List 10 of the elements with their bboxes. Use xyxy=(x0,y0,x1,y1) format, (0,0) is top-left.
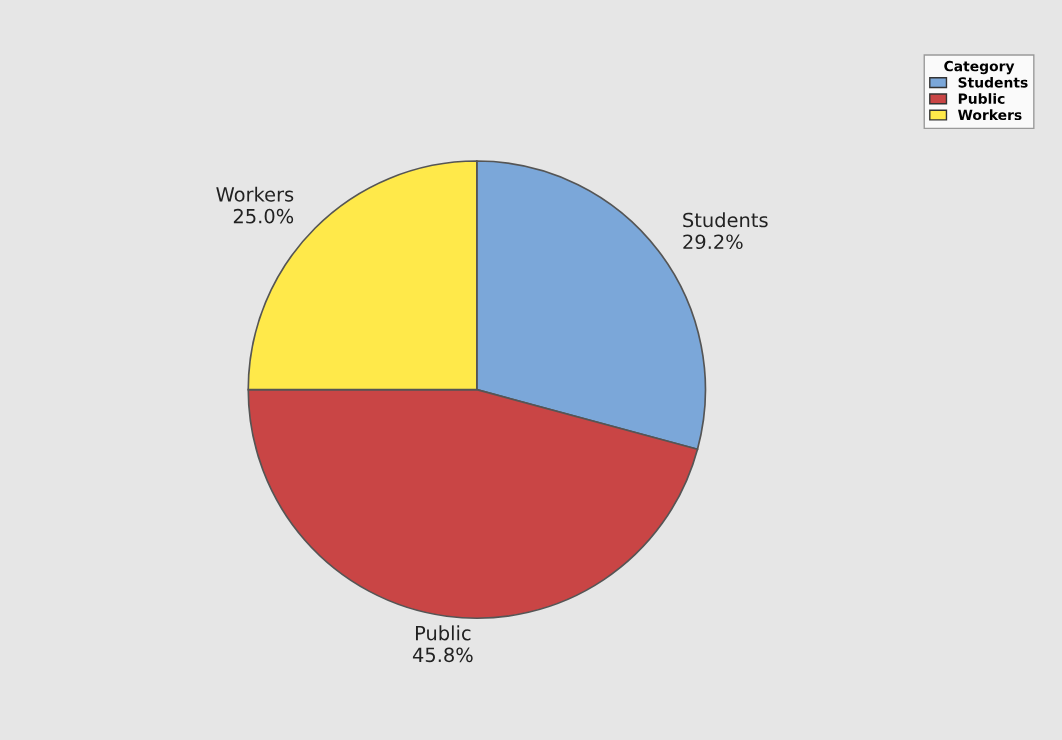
data-label: 45.8% xyxy=(412,647,473,663)
legend-label: Students xyxy=(958,76,1028,88)
data-label: 25.0% xyxy=(233,208,294,224)
slice-label: Public xyxy=(415,625,471,641)
slice-label: Students xyxy=(683,212,768,228)
legend-title: Category xyxy=(944,60,1015,75)
data-label: 29.2% xyxy=(683,234,743,250)
slice-label: Workers xyxy=(216,186,294,202)
legend-label: Public xyxy=(958,93,1005,104)
legend-label: Workers xyxy=(957,109,1022,121)
